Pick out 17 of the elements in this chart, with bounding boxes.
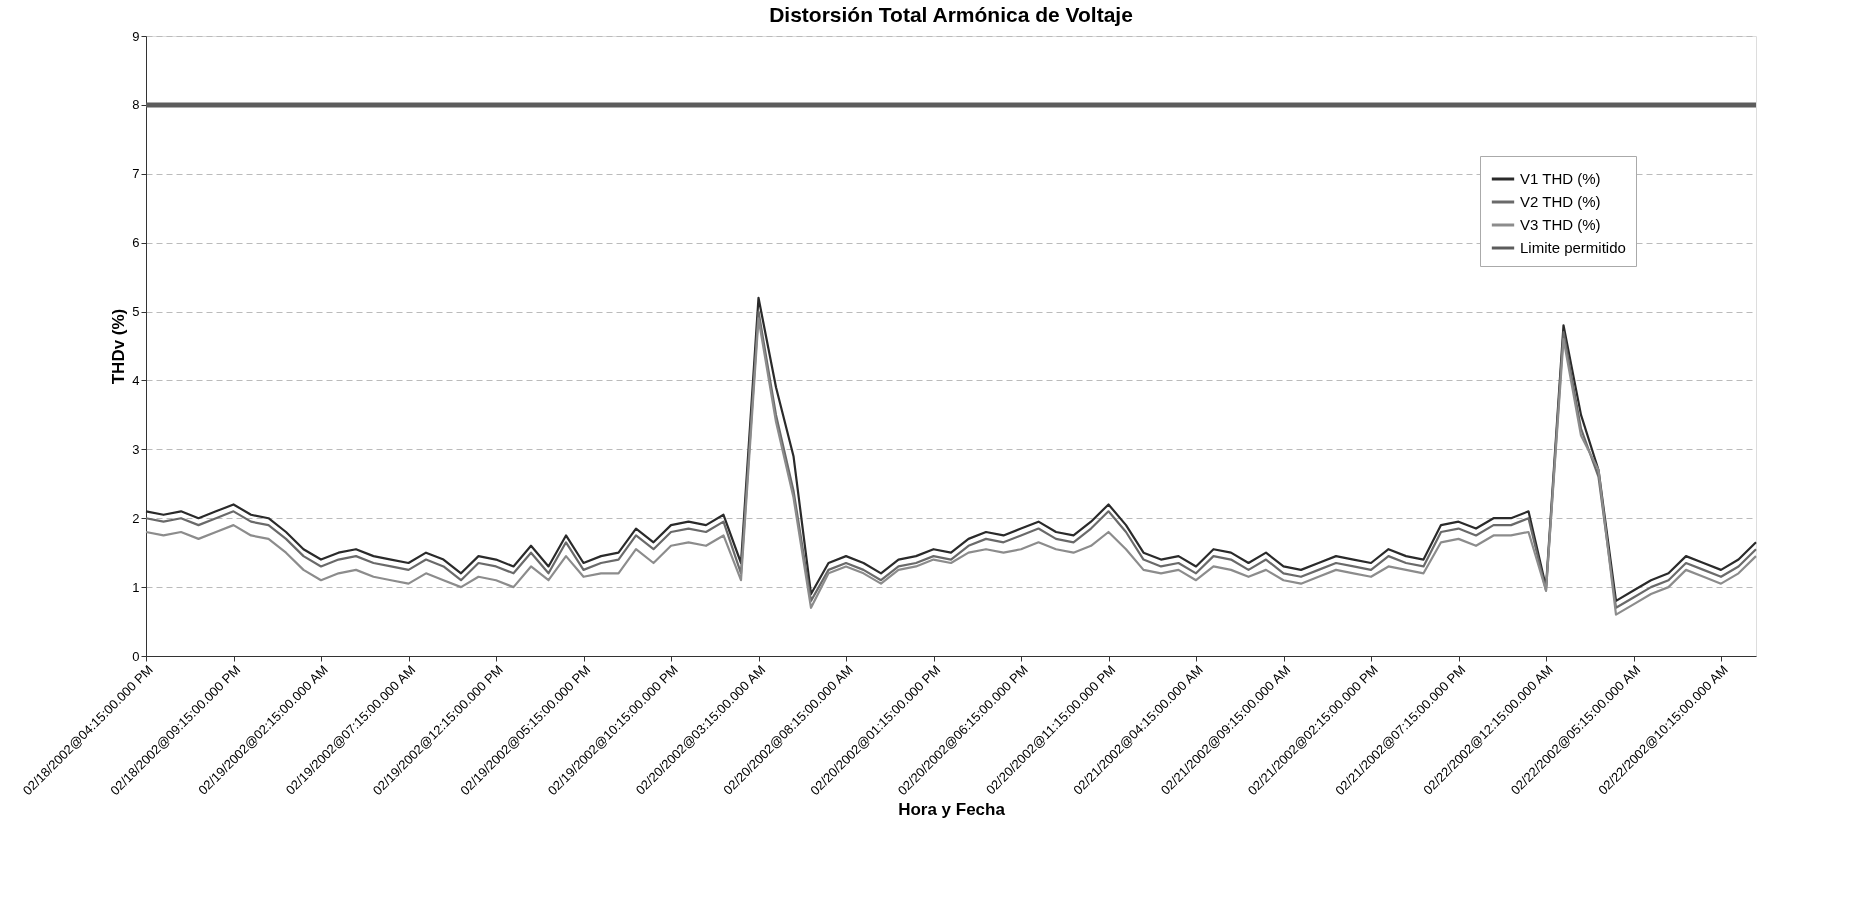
chart-title: Distorsión Total Armónica de Voltaje [769, 3, 1133, 26]
y-tick-label: 9 [132, 28, 140, 44]
legend-label: V3 THD (%) [1520, 216, 1601, 233]
y-tick-label: 5 [132, 304, 140, 320]
y-tick-label: 4 [132, 372, 140, 388]
y-tick-label: 8 [132, 97, 140, 113]
x-axis-title: Hora y Fecha [898, 800, 1006, 820]
y-tick-label: 6 [132, 235, 140, 251]
y-tick-label: 1 [132, 579, 140, 595]
legend-label: V2 THD (%) [1520, 193, 1601, 210]
y-tick-label: 3 [132, 441, 140, 457]
y-tick-label: 7 [132, 166, 140, 182]
y-tick-label: 0 [132, 648, 140, 664]
legend-label: Limite permitido [1520, 239, 1626, 256]
y-tick-label: 2 [132, 510, 140, 526]
legend-label: V1 THD (%) [1520, 170, 1601, 187]
y-axis-title: THDv (%) [109, 308, 129, 385]
